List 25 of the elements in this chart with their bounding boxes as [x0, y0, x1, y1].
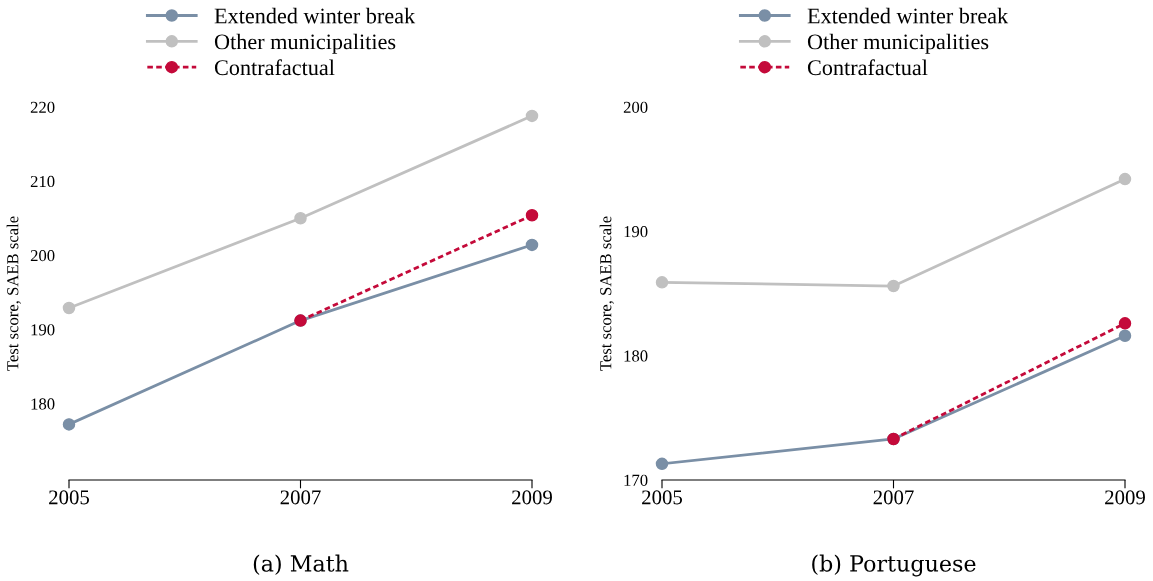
y-tick-label: 200	[623, 101, 648, 113]
y-tick-label: 180	[624, 350, 648, 362]
y-tick-label: 190	[31, 324, 55, 336]
y-axis-title: Test score, SAEB scale	[599, 216, 614, 371]
text: (a) Math	[253, 554, 349, 575]
legend-label: Contrafactual	[214, 59, 335, 76]
legend-label: Other municipalities	[214, 33, 396, 54]
x-tick-label: 2007	[873, 490, 914, 505]
x-tick-label: 2009	[1105, 490, 1145, 505]
y-tick-label: 220	[30, 101, 55, 113]
y-axis-title: Test score, SAEB scale	[6, 216, 21, 371]
legend-label: Extended winter break	[214, 7, 416, 24]
legend-label: Contrafactual	[807, 59, 928, 76]
legend-label: Extended winter break	[807, 7, 1009, 24]
y-tick-label: 200	[30, 250, 55, 262]
x-tick-label: 2005	[49, 490, 90, 505]
y-tick-label: 170	[624, 474, 648, 486]
text: (b) Portuguese	[812, 554, 976, 577]
y-tick-label: 190	[624, 226, 648, 238]
x-tick-label: 2007	[280, 490, 321, 505]
x-tick-label: 2005	[642, 490, 683, 505]
x-tick-label: 2009	[512, 490, 552, 505]
legend-label: Other municipalities	[807, 33, 989, 54]
y-tick-label: 210	[30, 175, 55, 188]
y-tick-label: 180	[31, 398, 55, 410]
